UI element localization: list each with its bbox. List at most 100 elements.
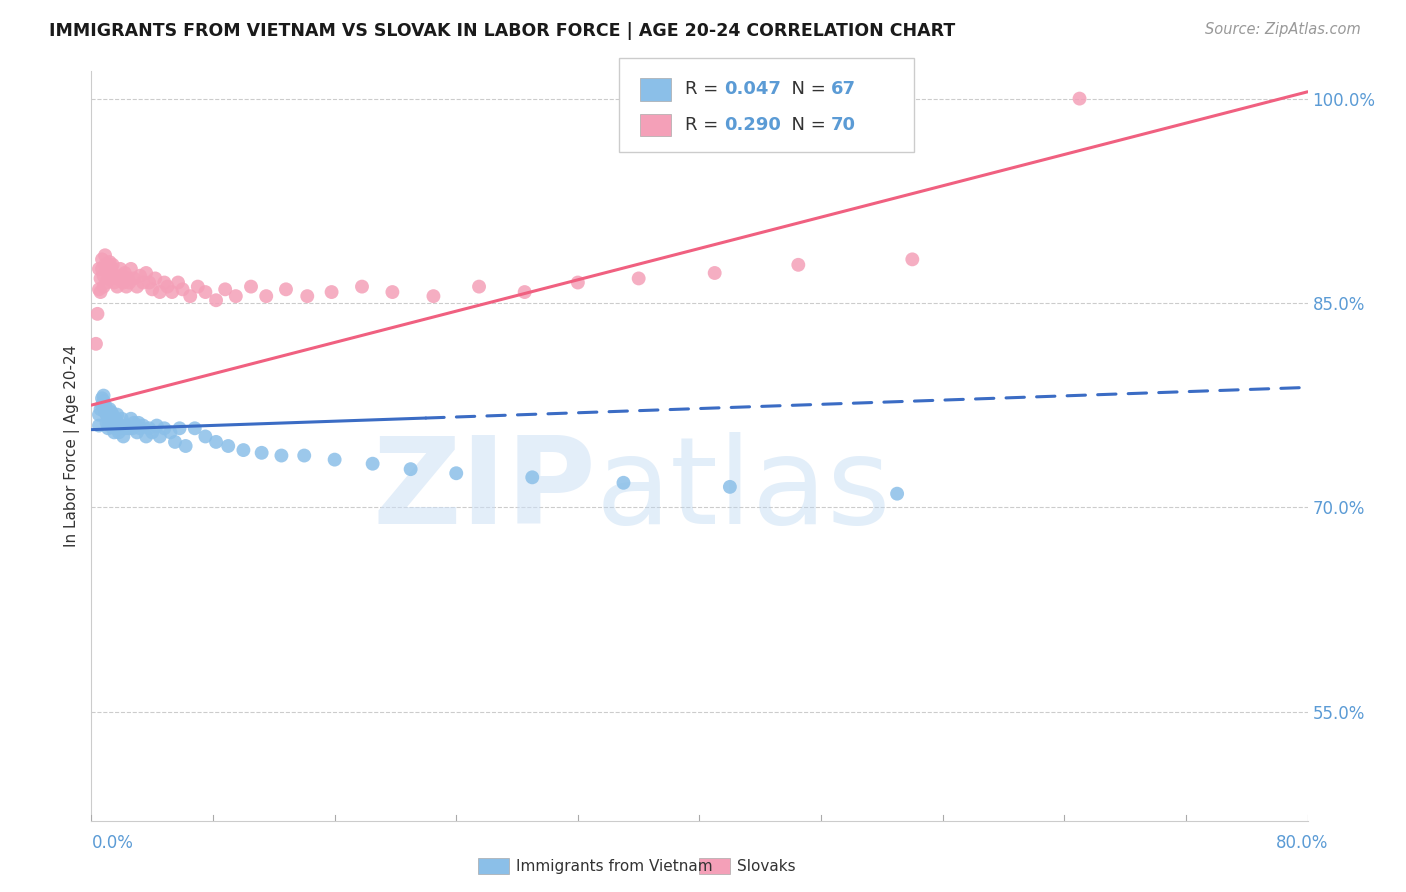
Point xyxy=(93,388,115,402)
Point xyxy=(1069,92,1091,106)
Point xyxy=(787,258,810,272)
Point xyxy=(107,271,129,285)
Text: 0.0%: 0.0% xyxy=(91,834,134,852)
Point xyxy=(86,307,108,321)
Point xyxy=(93,394,115,409)
Point xyxy=(129,421,152,435)
Point xyxy=(96,276,118,290)
Point xyxy=(97,421,120,435)
Point xyxy=(120,261,142,276)
Point xyxy=(93,268,115,283)
Text: 80.0%: 80.0% xyxy=(1277,834,1329,852)
Point xyxy=(225,289,247,303)
Point xyxy=(612,475,634,490)
Point xyxy=(114,266,136,280)
Point xyxy=(105,408,128,422)
Point xyxy=(250,446,273,460)
Point xyxy=(94,258,117,272)
Text: N =: N = xyxy=(780,80,832,98)
Point xyxy=(468,279,491,293)
Point xyxy=(115,418,138,433)
Point xyxy=(361,457,384,471)
Point xyxy=(156,279,179,293)
Point xyxy=(422,289,444,303)
Point xyxy=(886,486,908,500)
Point xyxy=(120,411,142,425)
Text: atlas: atlas xyxy=(596,433,891,549)
Point xyxy=(254,289,277,303)
Point xyxy=(101,258,124,272)
Point xyxy=(89,271,111,285)
Point xyxy=(100,411,122,425)
Point xyxy=(135,429,157,443)
Point xyxy=(132,418,155,433)
Point xyxy=(901,252,924,267)
Point xyxy=(100,260,122,275)
Point xyxy=(292,449,315,463)
Point xyxy=(160,285,183,299)
Point xyxy=(112,276,135,290)
Point xyxy=(104,421,127,435)
Point xyxy=(187,279,209,293)
Point xyxy=(167,276,190,290)
Point xyxy=(399,462,422,476)
Point xyxy=(122,271,145,285)
Point xyxy=(125,425,148,440)
Point xyxy=(111,268,134,283)
Point xyxy=(87,408,110,422)
Point xyxy=(169,421,191,435)
Point xyxy=(138,276,160,290)
Point xyxy=(94,248,117,262)
Point xyxy=(194,429,217,443)
Point xyxy=(214,282,236,296)
Point xyxy=(129,268,152,283)
Point xyxy=(125,279,148,293)
Point xyxy=(84,336,107,351)
Point xyxy=(98,266,121,280)
Point xyxy=(96,405,118,419)
Point xyxy=(114,421,136,435)
Text: N =: N = xyxy=(780,116,832,134)
Point xyxy=(91,398,114,412)
Point xyxy=(703,266,725,280)
Point xyxy=(153,421,176,435)
Point xyxy=(105,416,128,430)
Point xyxy=(98,418,121,433)
Point xyxy=(105,279,128,293)
Point xyxy=(172,282,194,296)
Point xyxy=(110,261,132,276)
Point xyxy=(100,271,122,285)
Point xyxy=(97,411,120,425)
Point xyxy=(103,418,125,433)
Y-axis label: In Labor Force | Age 20-24: In Labor Force | Age 20-24 xyxy=(65,345,80,547)
Point xyxy=(159,425,181,440)
Point xyxy=(98,255,121,269)
Point xyxy=(194,285,217,299)
Point xyxy=(141,425,163,440)
Point xyxy=(91,261,114,276)
Point xyxy=(232,443,254,458)
Point xyxy=(149,285,172,299)
Point xyxy=(145,418,167,433)
Point xyxy=(270,449,292,463)
Point xyxy=(107,425,129,440)
Point xyxy=(128,416,150,430)
Point xyxy=(91,392,114,406)
Point xyxy=(274,282,297,296)
Point xyxy=(93,279,115,293)
Point xyxy=(103,425,125,440)
Point xyxy=(513,285,536,299)
Point xyxy=(87,282,110,296)
Point xyxy=(94,398,117,412)
Text: 0.047: 0.047 xyxy=(724,80,780,98)
Text: 70: 70 xyxy=(831,116,856,134)
Point xyxy=(153,276,176,290)
Point xyxy=(205,293,228,308)
Point xyxy=(96,408,118,422)
Point xyxy=(96,261,118,276)
Point xyxy=(104,268,127,283)
Point xyxy=(101,416,124,430)
Point xyxy=(97,258,120,272)
Text: Source: ZipAtlas.com: Source: ZipAtlas.com xyxy=(1205,22,1361,37)
Point xyxy=(323,452,346,467)
